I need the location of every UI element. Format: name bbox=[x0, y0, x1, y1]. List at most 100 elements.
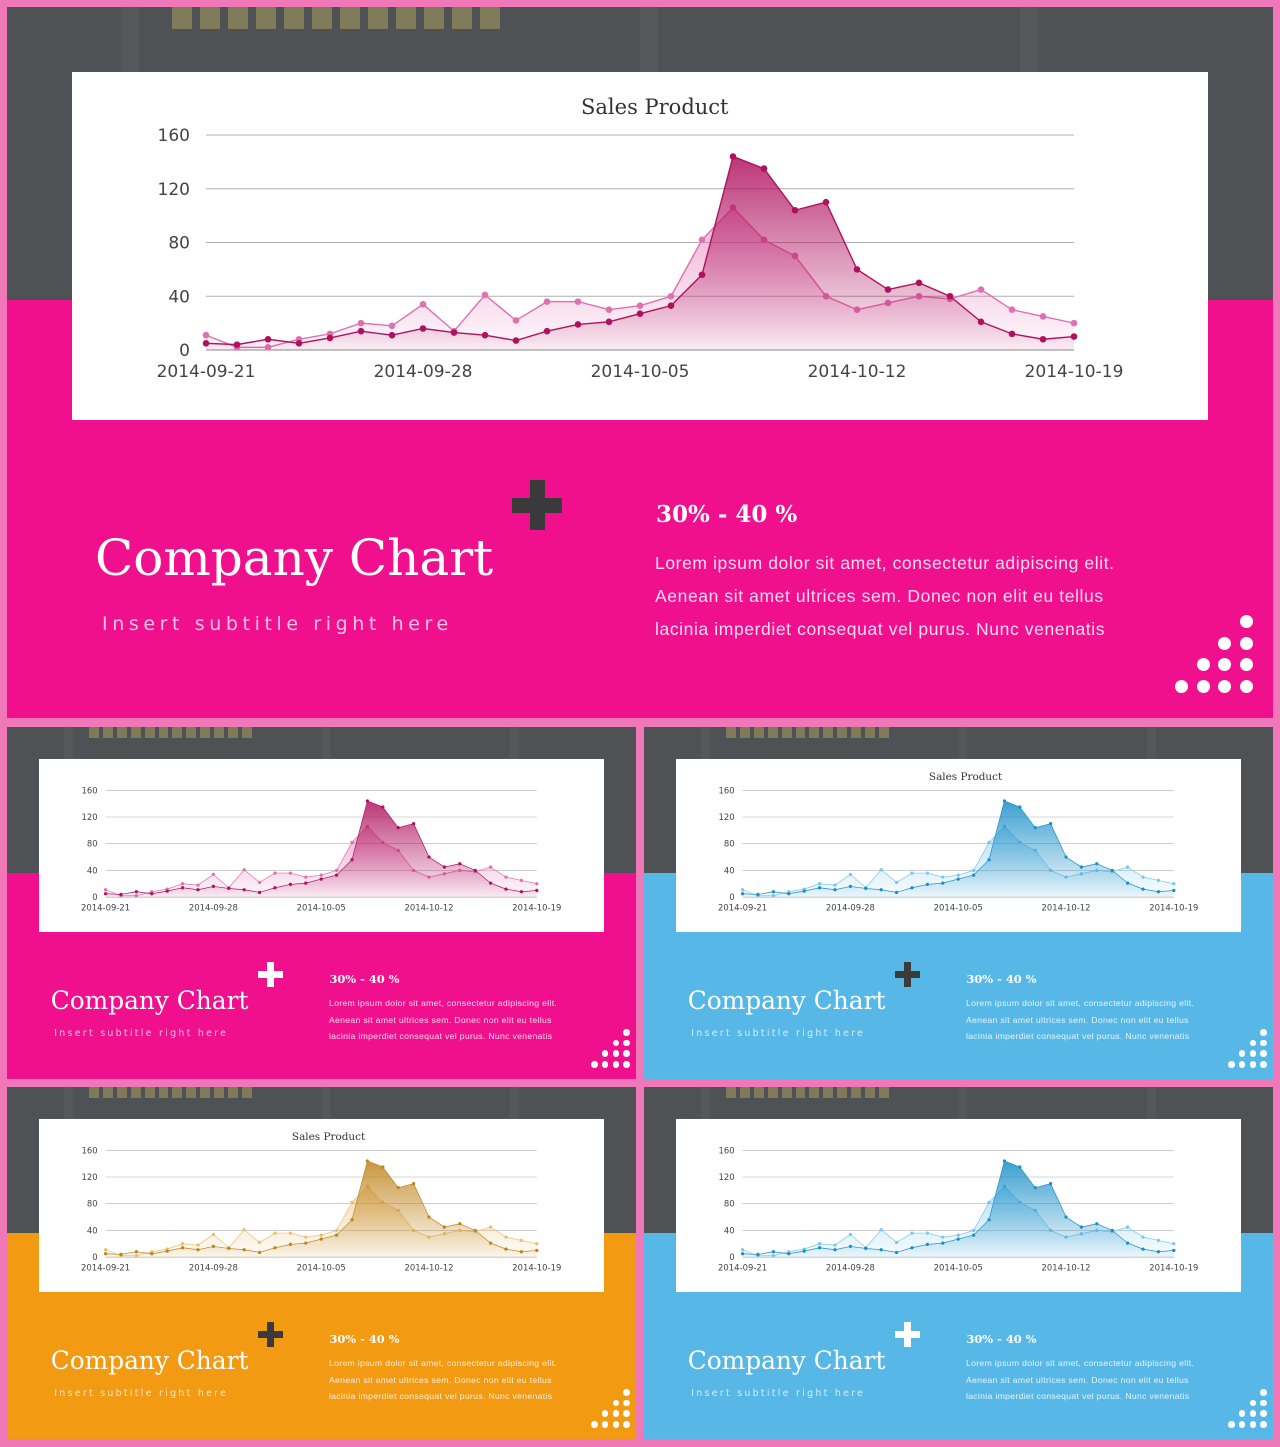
data-point bbox=[104, 1248, 108, 1252]
data-point bbox=[791, 206, 799, 214]
data-point bbox=[941, 875, 945, 880]
data-point bbox=[481, 291, 489, 299]
data-point bbox=[956, 1237, 961, 1242]
data-point bbox=[772, 1250, 776, 1254]
chart-panel: 0 40 80 120 160 2014-09-21 2014-09-28 2014-10-0… bbox=[39, 1119, 604, 1293]
percent-range: 30% - 40 % bbox=[329, 972, 400, 987]
data-point bbox=[926, 1243, 930, 1247]
data-point bbox=[258, 891, 262, 895]
data-point bbox=[574, 321, 582, 328]
data-point bbox=[264, 335, 272, 343]
data-point bbox=[427, 1215, 431, 1219]
data-point bbox=[520, 890, 524, 894]
data-point bbox=[802, 1249, 807, 1254]
data-point bbox=[1095, 862, 1099, 866]
data-point bbox=[818, 886, 822, 890]
data-point bbox=[350, 1218, 354, 1222]
y-tick-label: 80 bbox=[87, 1199, 98, 1209]
data-point bbox=[849, 1245, 853, 1249]
body-line: Aenean sit amet ultrices sem. Donec non … bbox=[965, 1374, 1189, 1385]
body-line: lacinia imperdiet consequat vel purus. N… bbox=[328, 1391, 553, 1402]
slide-title: Company Chart bbox=[50, 986, 249, 1016]
data-point bbox=[504, 875, 508, 880]
body-line: Lorem ipsum dolor sit amet, consectetur … bbox=[965, 998, 1195, 1009]
data-point bbox=[543, 327, 551, 335]
data-point bbox=[242, 1248, 247, 1252]
data-point bbox=[212, 1245, 216, 1249]
data-point bbox=[242, 888, 247, 892]
y-tick-label: 120 bbox=[719, 812, 735, 822]
dots-decoration-icon bbox=[583, 1025, 636, 1075]
data-point bbox=[818, 882, 822, 886]
data-point bbox=[443, 1225, 447, 1229]
x-tick-label: 2014-10-05 bbox=[934, 903, 983, 913]
data-point bbox=[946, 292, 954, 300]
data-point bbox=[350, 858, 354, 862]
data-point bbox=[443, 865, 447, 869]
x-tick-label: 2014-10-19 bbox=[513, 1263, 562, 1273]
slide-subtitle: Insert subtitle right here bbox=[54, 1388, 229, 1400]
data-point bbox=[319, 1237, 324, 1242]
data-point bbox=[833, 888, 837, 892]
data-point bbox=[289, 1231, 293, 1236]
data-point bbox=[504, 1247, 508, 1252]
chart-panel: 0 40 80 120 160 2014-09-21 2014-09-28 2014-10-0… bbox=[676, 1119, 1241, 1293]
data-point bbox=[1039, 313, 1047, 320]
data-point bbox=[756, 893, 760, 897]
data-point bbox=[977, 318, 985, 326]
series-area-1 bbox=[742, 801, 1175, 898]
data-point bbox=[473, 1229, 478, 1233]
dots-decoration-icon bbox=[1220, 1385, 1273, 1435]
data-point bbox=[1064, 855, 1068, 859]
data-point bbox=[926, 1231, 930, 1236]
data-point bbox=[350, 841, 354, 845]
slide-subtitle: Insert subtitle right here bbox=[691, 1028, 866, 1040]
data-point bbox=[202, 331, 210, 339]
data-point bbox=[520, 879, 524, 883]
data-point bbox=[926, 871, 930, 876]
data-point bbox=[987, 1201, 991, 1205]
plus-icon bbox=[894, 962, 920, 987]
series-area-1 bbox=[105, 1161, 538, 1258]
data-point bbox=[772, 890, 776, 894]
data-point bbox=[895, 1251, 899, 1255]
data-point bbox=[987, 841, 991, 845]
y-tick-label: 0 bbox=[93, 892, 98, 902]
data-point bbox=[212, 885, 216, 889]
data-point bbox=[879, 1228, 884, 1232]
data-point bbox=[1157, 890, 1161, 894]
sales-chart: 0 40 80 120 160 2014-09-21 2014-09-28 2014-10-0… bbox=[157, 95, 1124, 382]
data-point bbox=[884, 286, 892, 293]
data-point bbox=[667, 292, 675, 300]
x-tick-label: 2014-09-28 bbox=[189, 1263, 238, 1273]
data-point bbox=[1172, 882, 1176, 886]
x-tick-label: 2014-09-21 bbox=[81, 903, 130, 913]
chart-panel: 0 40 80 120 160 2014-09-21 2014-09-28 2014-10-0… bbox=[72, 72, 1208, 420]
x-tick-label: 2014-10-19 bbox=[1150, 903, 1199, 913]
x-tick-label: 2014-09-28 bbox=[826, 903, 875, 913]
data-point bbox=[977, 286, 985, 293]
data-point bbox=[1070, 319, 1078, 327]
data-point bbox=[335, 869, 339, 873]
data-point bbox=[729, 153, 737, 160]
data-point bbox=[366, 799, 370, 803]
chart-panel: 0 40 80 120 160 2014-09-21 2014-09-28 2014-10-0… bbox=[676, 759, 1241, 933]
series-area-1 bbox=[206, 156, 1074, 350]
data-point bbox=[915, 279, 923, 287]
data-point bbox=[879, 868, 884, 872]
data-point bbox=[104, 1252, 108, 1256]
data-point bbox=[335, 873, 339, 878]
x-tick-label: 2014-10-19 bbox=[1025, 362, 1124, 382]
data-point bbox=[104, 892, 108, 896]
data-point bbox=[910, 1246, 914, 1250]
body-line: Lorem ipsum dolor sit amet, consectetur … bbox=[655, 553, 1115, 573]
y-tick-label: 120 bbox=[158, 180, 190, 200]
y-tick-label: 160 bbox=[719, 1146, 735, 1156]
data-point bbox=[396, 826, 401, 830]
x-tick-label: 2014-10-05 bbox=[934, 1263, 983, 1273]
data-point bbox=[849, 1233, 853, 1237]
plus-icon bbox=[512, 480, 562, 530]
x-tick-label: 2014-09-21 bbox=[157, 362, 256, 382]
data-point bbox=[987, 858, 991, 862]
data-point bbox=[412, 1182, 416, 1186]
